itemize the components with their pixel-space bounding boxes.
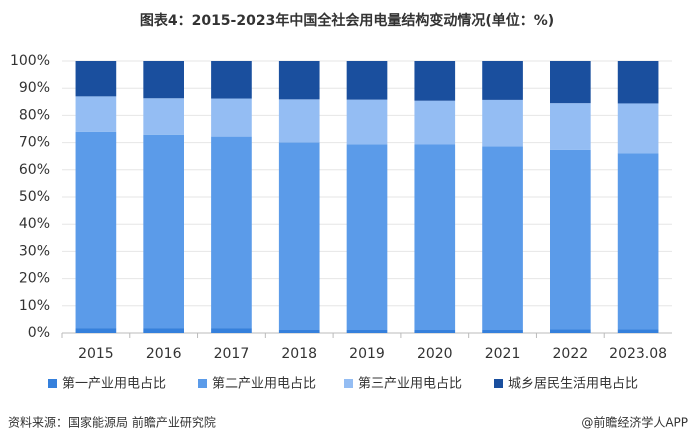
bar-segment: [550, 149, 591, 330]
x-tick-label: 2018: [281, 346, 317, 362]
bar-segment: [482, 99, 523, 147]
legend-label: 第二产业用电占比: [212, 377, 316, 392]
bar-segment: [211, 98, 252, 137]
bar-segment: [211, 61, 252, 99]
y-tick-label: 30%: [19, 243, 50, 259]
x-tick-label: 2015: [78, 346, 114, 362]
y-tick-label: 50%: [19, 189, 50, 205]
bar-segment: [617, 61, 659, 104]
bar-segment: [143, 328, 184, 333]
x-tick-label: 2023.08: [609, 346, 667, 362]
bar-segment: [617, 103, 659, 154]
bar-segment: [414, 61, 456, 101]
legend-label: 第三产业用电占比: [358, 377, 462, 392]
x-tick-label: 2017: [214, 346, 250, 362]
bar-segment: [414, 144, 456, 331]
bar-segment: [75, 96, 117, 132]
bar-segment: [482, 61, 523, 100]
bar-segment: [278, 61, 320, 100]
bar-segment: [414, 100, 456, 145]
bar-segment: [278, 142, 320, 331]
x-tick-label: 2021: [485, 346, 521, 362]
x-tick-label: 2022: [553, 346, 589, 362]
bar-segment: [143, 134, 184, 329]
x-tick-label: 2020: [417, 346, 453, 362]
y-tick-label: 20%: [19, 271, 50, 287]
bar-segment: [75, 61, 117, 97]
bar-segment: [211, 328, 252, 333]
y-tick-label: 40%: [19, 216, 50, 232]
bar-segment: [278, 99, 320, 143]
y-tick-label: 0%: [28, 325, 50, 341]
legend-swatch: [48, 379, 57, 388]
legend-swatch: [344, 379, 353, 388]
y-tick-label: 80%: [19, 107, 50, 123]
bar-segment: [482, 146, 523, 331]
bar-segment: [550, 329, 591, 333]
bar-segment: [550, 103, 591, 150]
bar-segment: [346, 330, 388, 333]
bar-segment: [211, 136, 252, 329]
bar-segment: [346, 61, 388, 100]
bar-segment: [75, 131, 117, 329]
y-tick-label: 90%: [19, 80, 50, 96]
bar-segment: [143, 98, 184, 135]
chart-title: 图表4：2015-2023年中国全社会用电量结构变动情况(单位：%): [140, 12, 554, 29]
bar-segment: [278, 330, 320, 333]
legend-label: 城乡居民生活用电占比: [508, 377, 638, 392]
y-tick-label: 70%: [19, 135, 50, 151]
y-tick-label: 100%: [10, 53, 50, 69]
bar-segment: [75, 328, 117, 333]
legend-swatch: [494, 379, 503, 388]
bar-segment: [143, 61, 184, 99]
bar-segment: [346, 144, 388, 331]
y-tick-label: 60%: [19, 162, 50, 178]
legend-label: 第一产业用电占比: [62, 377, 166, 392]
credit: @前瞻经济学人APP: [581, 415, 688, 430]
x-tick-label: 2016: [146, 346, 182, 362]
bar-segment: [617, 153, 659, 330]
bar-segment: [346, 99, 388, 145]
bar-segment: [482, 330, 523, 333]
legend-swatch: [198, 379, 207, 388]
source: 资料来源：国家能源局 前瞻产业研究院: [8, 415, 216, 430]
x-tick-label: 2019: [349, 346, 385, 362]
bar-segment: [414, 330, 456, 333]
bar-segment: [617, 329, 659, 333]
y-tick-label: 10%: [19, 298, 50, 314]
bar-segment: [550, 61, 591, 104]
